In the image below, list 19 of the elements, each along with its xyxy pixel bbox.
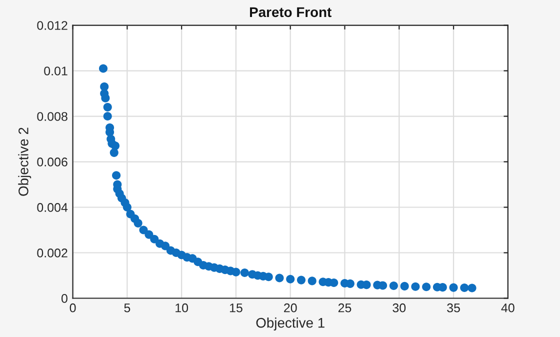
x-tick-label: 20 bbox=[284, 303, 297, 312]
x-tick-label: 30 bbox=[392, 303, 406, 312]
chart-title: Pareto Front bbox=[250, 7, 332, 18]
x-tick-label: 15 bbox=[230, 304, 242, 312]
y-tick-label: 0.002 bbox=[37, 248, 68, 258]
x-tick-label: 5 bbox=[124, 304, 130, 312]
y-axis-title: Objective 2 bbox=[18, 128, 32, 196]
y-tick-label: 0.01 bbox=[44, 66, 68, 76]
y-tick-label: 0.008 bbox=[37, 112, 68, 121]
x-tick-label: 25 bbox=[338, 303, 352, 312]
y-tick-label: 0.012 bbox=[37, 21, 68, 30]
y-tick-label: 0.006 bbox=[37, 158, 68, 166]
x-tick-label: 0 bbox=[70, 303, 76, 312]
x-tick-label: 10 bbox=[176, 303, 188, 312]
x-tick-label: 40 bbox=[501, 303, 514, 312]
x-tick-label: 35 bbox=[447, 303, 460, 312]
x-axis-title: Objective 1 bbox=[256, 318, 324, 330]
y-tick-label: 0.004 bbox=[37, 203, 68, 212]
y-tick-label: 0 bbox=[61, 294, 68, 303]
